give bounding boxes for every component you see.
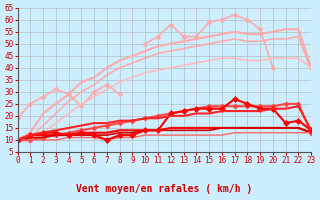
X-axis label: Vent moyen/en rafales ( km/h ): Vent moyen/en rafales ( km/h ) — [76, 184, 252, 194]
